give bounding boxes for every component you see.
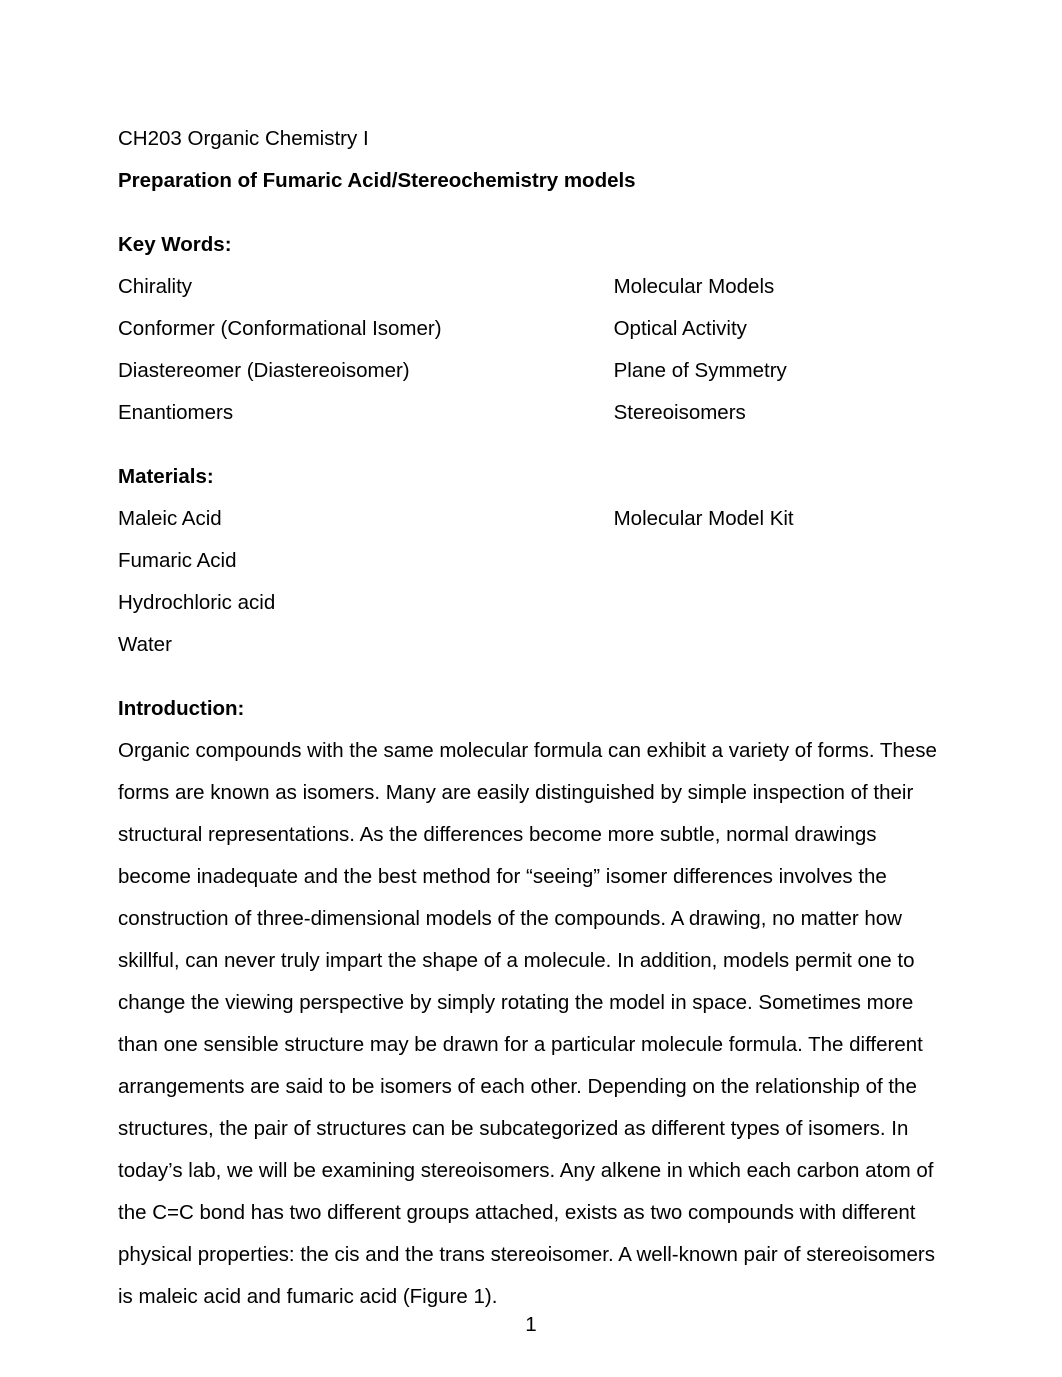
materials-heading: Materials:	[118, 456, 944, 498]
materials-row-1: Fumaric Acid	[118, 540, 944, 582]
keywords-right-0: Molecular Models	[614, 266, 944, 308]
keywords-heading: Key Words:	[118, 224, 944, 266]
materials-left-0: Maleic Acid	[118, 498, 572, 540]
keywords-left-0: Chirality	[118, 266, 572, 308]
course-line: CH203 Organic Chemistry I	[118, 118, 944, 160]
keywords-row-3: Enantiomers Stereoisomers	[118, 392, 944, 434]
keywords-right-2: Plane of Symmetry	[614, 350, 944, 392]
materials-right-2	[614, 582, 944, 624]
keywords-row-2: Diastereomer (Diastereoisomer) Plane of …	[118, 350, 944, 392]
introduction-body: Organic compounds with the same molecula…	[118, 730, 944, 1318]
materials-row-3: Water	[118, 624, 944, 666]
page: CH203 Organic Chemistry I Preparation of…	[0, 0, 1062, 1377]
keywords-left-2: Diastereomer (Diastereoisomer)	[118, 350, 572, 392]
introduction-paragraph: Organic compounds with the same molecula…	[118, 730, 944, 1318]
spacer	[118, 666, 944, 688]
materials-row-0: Maleic Acid Molecular Model Kit	[118, 498, 944, 540]
keywords-right-3: Stereoisomers	[614, 392, 944, 434]
spacer	[118, 202, 944, 224]
keywords-right-1: Optical Activity	[614, 308, 944, 350]
introduction-heading: Introduction:	[118, 688, 944, 730]
keywords-row-1: Conformer (Conformational Isomer) Optica…	[118, 308, 944, 350]
spacer	[118, 434, 944, 456]
keywords-row-0: Chirality Molecular Models	[118, 266, 944, 308]
materials-right-1	[614, 540, 944, 582]
page-number: 1	[0, 1313, 1062, 1337]
materials-left-2: Hydrochloric acid	[118, 582, 572, 624]
materials-left-3: Water	[118, 624, 572, 666]
document-title: Preparation of Fumaric Acid/Stereochemis…	[118, 160, 944, 202]
materials-left-1: Fumaric Acid	[118, 540, 572, 582]
materials-right-3	[614, 624, 944, 666]
materials-right-0: Molecular Model Kit	[614, 498, 944, 540]
materials-row-2: Hydrochloric acid	[118, 582, 944, 624]
keywords-left-3: Enantiomers	[118, 392, 572, 434]
keywords-left-1: Conformer (Conformational Isomer)	[118, 308, 572, 350]
